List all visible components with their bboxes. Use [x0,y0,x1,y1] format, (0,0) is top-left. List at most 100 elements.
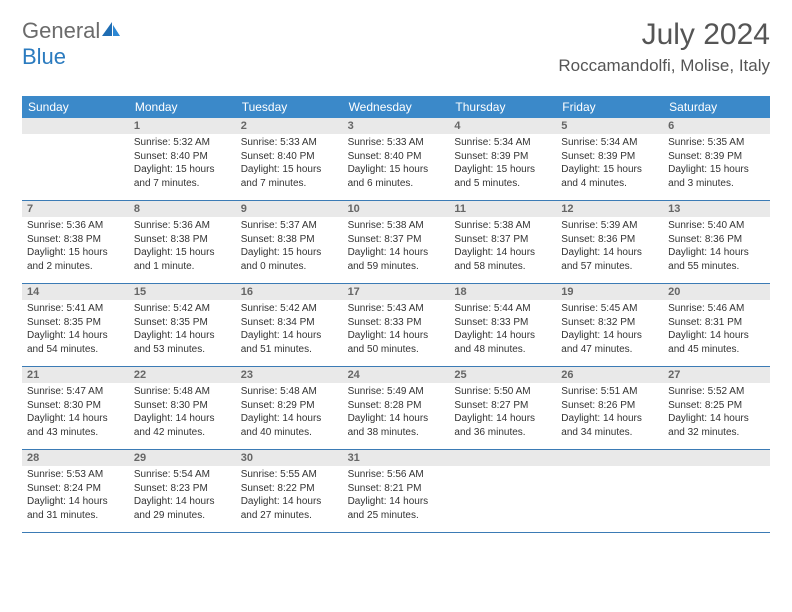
logo: GeneralBlue [22,18,122,70]
day-info: Sunrise: 5:41 AMSunset: 8:35 PMDaylight:… [22,300,129,360]
day-cell: 27Sunrise: 5:52 AMSunset: 8:25 PMDayligh… [663,367,770,449]
dow-thursday: Thursday [449,96,556,118]
day-info: Sunrise: 5:46 AMSunset: 8:31 PMDaylight:… [663,300,770,360]
day-cell: 18Sunrise: 5:44 AMSunset: 8:33 PMDayligh… [449,284,556,366]
title-block: July 2024 Roccamandolfi, Molise, Italy [558,18,770,76]
day-cell: 14Sunrise: 5:41 AMSunset: 8:35 PMDayligh… [22,284,129,366]
day-number: 10 [343,201,450,217]
day-cell: 7Sunrise: 5:36 AMSunset: 8:38 PMDaylight… [22,201,129,283]
day-number: 7 [22,201,129,217]
day-cell: 11Sunrise: 5:38 AMSunset: 8:37 PMDayligh… [449,201,556,283]
day-cell: 15Sunrise: 5:42 AMSunset: 8:35 PMDayligh… [129,284,236,366]
day-number: 3 [343,118,450,134]
day-number: 30 [236,450,343,466]
day-info: Sunrise: 5:44 AMSunset: 8:33 PMDaylight:… [449,300,556,360]
day-cell: 19Sunrise: 5:45 AMSunset: 8:32 PMDayligh… [556,284,663,366]
day-info: Sunrise: 5:55 AMSunset: 8:22 PMDaylight:… [236,466,343,526]
dow-wednesday: Wednesday [343,96,450,118]
day-info: Sunrise: 5:34 AMSunset: 8:39 PMDaylight:… [556,134,663,194]
day-cell: 20Sunrise: 5:46 AMSunset: 8:31 PMDayligh… [663,284,770,366]
logo-general: General [22,18,100,43]
day-info: Sunrise: 5:37 AMSunset: 8:38 PMDaylight:… [236,217,343,277]
day-number: 26 [556,367,663,383]
day-number: 29 [129,450,236,466]
day-number: 11 [449,201,556,217]
day-number: 19 [556,284,663,300]
day-info: Sunrise: 5:51 AMSunset: 8:26 PMDaylight:… [556,383,663,443]
day-number: 22 [129,367,236,383]
day-info: Sunrise: 5:48 AMSunset: 8:30 PMDaylight:… [129,383,236,443]
day-number: 20 [663,284,770,300]
day-number: 14 [22,284,129,300]
day-number [663,450,770,466]
day-number: 16 [236,284,343,300]
empty-cell [22,118,129,200]
day-cell: 30Sunrise: 5:55 AMSunset: 8:22 PMDayligh… [236,450,343,532]
day-cell: 13Sunrise: 5:40 AMSunset: 8:36 PMDayligh… [663,201,770,283]
week-row: 7Sunrise: 5:36 AMSunset: 8:38 PMDaylight… [22,201,770,284]
week-row: 28Sunrise: 5:53 AMSunset: 8:24 PMDayligh… [22,450,770,533]
day-info: Sunrise: 5:56 AMSunset: 8:21 PMDaylight:… [343,466,450,526]
day-info: Sunrise: 5:53 AMSunset: 8:24 PMDaylight:… [22,466,129,526]
dow-saturday: Saturday [663,96,770,118]
day-number: 12 [556,201,663,217]
day-info: Sunrise: 5:35 AMSunset: 8:39 PMDaylight:… [663,134,770,194]
dow-monday: Monday [129,96,236,118]
day-info: Sunrise: 5:36 AMSunset: 8:38 PMDaylight:… [22,217,129,277]
day-cell: 3Sunrise: 5:33 AMSunset: 8:40 PMDaylight… [343,118,450,200]
logo-sail-icon [100,18,122,44]
day-number: 6 [663,118,770,134]
day-cell: 10Sunrise: 5:38 AMSunset: 8:37 PMDayligh… [343,201,450,283]
day-number: 28 [22,450,129,466]
day-cell: 22Sunrise: 5:48 AMSunset: 8:30 PMDayligh… [129,367,236,449]
day-cell: 9Sunrise: 5:37 AMSunset: 8:38 PMDaylight… [236,201,343,283]
day-info: Sunrise: 5:45 AMSunset: 8:32 PMDaylight:… [556,300,663,360]
day-number: 25 [449,367,556,383]
day-of-week-header: SundayMondayTuesdayWednesdayThursdayFrid… [22,96,770,118]
logo-blue: Blue [22,44,66,69]
day-cell: 4Sunrise: 5:34 AMSunset: 8:39 PMDaylight… [449,118,556,200]
day-cell: 31Sunrise: 5:56 AMSunset: 8:21 PMDayligh… [343,450,450,532]
empty-cell [663,450,770,532]
day-number: 31 [343,450,450,466]
day-cell: 6Sunrise: 5:35 AMSunset: 8:39 PMDaylight… [663,118,770,200]
week-row: 1Sunrise: 5:32 AMSunset: 8:40 PMDaylight… [22,118,770,201]
day-number: 8 [129,201,236,217]
day-info: Sunrise: 5:33 AMSunset: 8:40 PMDaylight:… [343,134,450,194]
day-number [556,450,663,466]
dow-sunday: Sunday [22,96,129,118]
day-info: Sunrise: 5:40 AMSunset: 8:36 PMDaylight:… [663,217,770,277]
weeks-container: 1Sunrise: 5:32 AMSunset: 8:40 PMDaylight… [22,118,770,533]
day-cell: 21Sunrise: 5:47 AMSunset: 8:30 PMDayligh… [22,367,129,449]
day-number: 15 [129,284,236,300]
week-row: 21Sunrise: 5:47 AMSunset: 8:30 PMDayligh… [22,367,770,450]
day-info: Sunrise: 5:32 AMSunset: 8:40 PMDaylight:… [129,134,236,194]
empty-cell [449,450,556,532]
day-cell: 5Sunrise: 5:34 AMSunset: 8:39 PMDaylight… [556,118,663,200]
day-cell: 29Sunrise: 5:54 AMSunset: 8:23 PMDayligh… [129,450,236,532]
day-cell: 1Sunrise: 5:32 AMSunset: 8:40 PMDaylight… [129,118,236,200]
week-row: 14Sunrise: 5:41 AMSunset: 8:35 PMDayligh… [22,284,770,367]
day-number: 13 [663,201,770,217]
day-cell: 26Sunrise: 5:51 AMSunset: 8:26 PMDayligh… [556,367,663,449]
logo-text: GeneralBlue [22,18,122,70]
day-cell: 12Sunrise: 5:39 AMSunset: 8:36 PMDayligh… [556,201,663,283]
day-info: Sunrise: 5:33 AMSunset: 8:40 PMDaylight:… [236,134,343,194]
day-number [449,450,556,466]
day-number: 9 [236,201,343,217]
day-info: Sunrise: 5:43 AMSunset: 8:33 PMDaylight:… [343,300,450,360]
day-cell: 28Sunrise: 5:53 AMSunset: 8:24 PMDayligh… [22,450,129,532]
day-cell: 8Sunrise: 5:36 AMSunset: 8:38 PMDaylight… [129,201,236,283]
day-info: Sunrise: 5:38 AMSunset: 8:37 PMDaylight:… [343,217,450,277]
month-title: July 2024 [558,18,770,52]
day-number [22,118,129,134]
day-info: Sunrise: 5:36 AMSunset: 8:38 PMDaylight:… [129,217,236,277]
day-cell: 24Sunrise: 5:49 AMSunset: 8:28 PMDayligh… [343,367,450,449]
dow-friday: Friday [556,96,663,118]
day-info: Sunrise: 5:34 AMSunset: 8:39 PMDaylight:… [449,134,556,194]
day-number: 27 [663,367,770,383]
day-cell: 17Sunrise: 5:43 AMSunset: 8:33 PMDayligh… [343,284,450,366]
day-number: 5 [556,118,663,134]
day-info: Sunrise: 5:50 AMSunset: 8:27 PMDaylight:… [449,383,556,443]
day-number: 2 [236,118,343,134]
